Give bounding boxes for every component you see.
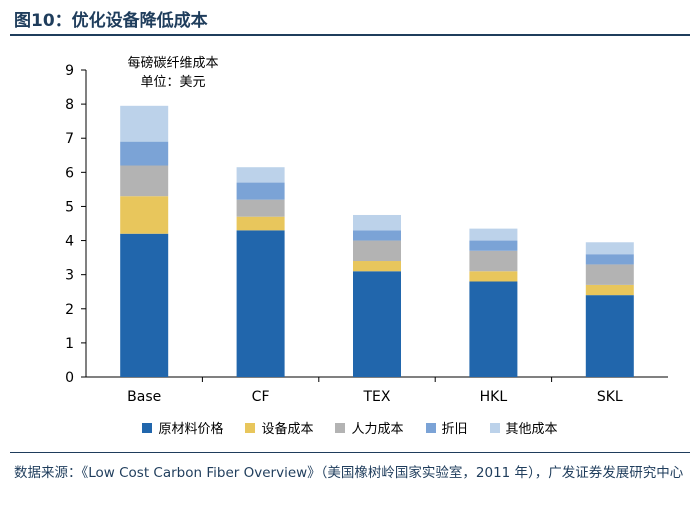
bar-segment-skl-4 [585, 242, 634, 255]
bar-segment-tex-4 [353, 214, 401, 231]
bar-segment-tex-1 [353, 261, 401, 272]
y-tick-label: 0 [65, 370, 74, 386]
x-tick-label: TEX [363, 389, 391, 405]
chart-legend: 原材料价格 设备成本 人力成本 折旧 其他成本 [0, 418, 700, 437]
x-tick-label: Base [127, 389, 161, 405]
y-tick-label: 6 [65, 165, 74, 181]
bar-segment-cf-3 [236, 182, 285, 200]
chart-note-currency: 单位：美元 [140, 75, 206, 90]
legend-item: 设备成本 [245, 418, 313, 437]
bar-segment-skl-1 [585, 284, 634, 296]
legend-label: 人力成本 [351, 422, 404, 437]
bar-segment-tex-3 [353, 230, 401, 241]
legend-swatch [142, 422, 153, 433]
bar-segment-cf-2 [236, 199, 285, 217]
legend-swatch [425, 422, 436, 433]
y-tick-label: 4 [65, 234, 74, 250]
y-tick-label: 2 [65, 302, 74, 318]
chart-note-unit-label: 每磅碳纤维成本 [127, 56, 219, 71]
x-tick-label: HKL [480, 389, 508, 405]
bar-segment-tex-2 [353, 240, 401, 262]
legend-item: 原材料价格 [142, 418, 223, 437]
bar-segment-skl-2 [585, 264, 634, 285]
bar-segment-cf-0 [236, 230, 285, 377]
bar-segment-base-2 [120, 165, 169, 197]
bar-segment-base-1 [120, 196, 169, 234]
footer-divider [10, 452, 690, 453]
legend-label: 设备成本 [261, 422, 314, 437]
y-tick-label: 3 [65, 268, 74, 284]
legend-swatch [335, 422, 346, 433]
bar-segment-cf-4 [236, 167, 285, 183]
legend-swatch [489, 422, 500, 433]
bar-segment-hkl-0 [469, 281, 518, 377]
bar-segment-base-0 [120, 233, 169, 377]
bar-segment-hkl-1 [469, 271, 518, 282]
legend-label: 原材料价格 [158, 422, 224, 437]
legend-item: 其他成本 [489, 418, 558, 437]
legend-item: 人力成本 [335, 418, 404, 437]
bar-segment-skl-3 [585, 254, 634, 265]
bar-segment-hkl-4 [469, 228, 518, 241]
legend-swatch [245, 422, 256, 433]
legend-label: 其他成本 [505, 422, 558, 437]
y-tick-label: 5 [65, 199, 74, 215]
y-tick-label: 1 [65, 336, 74, 352]
x-tick-label: CF [252, 389, 270, 405]
bar-segment-hkl-3 [469, 240, 518, 251]
figure-title: 图10：优化设备降低成本 [14, 11, 208, 31]
y-tick-label: 8 [65, 97, 74, 113]
stacked-bar-chart: 0 1 2 3 4 5 6 7 8 9 Base CF TEX HKL SKL [65, 63, 668, 405]
bar-segment-hkl-2 [469, 250, 518, 272]
x-tick-label: SKL [597, 389, 623, 405]
legend-item: 折旧 [425, 418, 468, 437]
bar-segment-base-3 [120, 141, 169, 166]
y-tick-label: 9 [65, 63, 74, 79]
legend-label: 折旧 [441, 422, 468, 437]
bar-segment-skl-0 [585, 295, 634, 377]
data-source: 数据来源：《Low Cost Carbon Fiber Overview》（美国… [14, 465, 684, 481]
bar-segment-tex-0 [353, 271, 401, 377]
y-tick-label: 7 [65, 131, 74, 147]
title-divider [10, 34, 690, 36]
bar-segment-base-4 [120, 105, 169, 142]
bar-segment-cf-1 [236, 216, 285, 231]
